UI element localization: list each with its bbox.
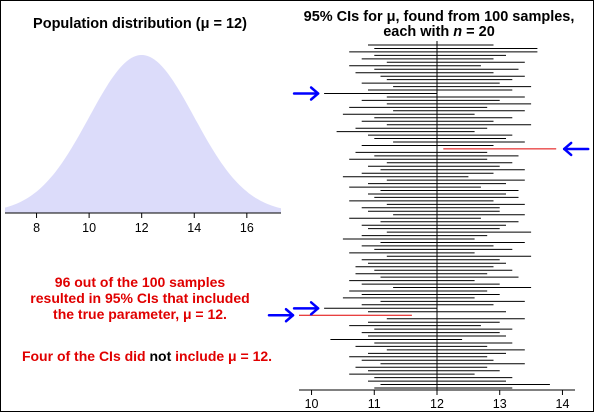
ci-arrows — [267, 86, 590, 323]
ci-x-tick-label: 12 — [430, 397, 444, 411]
population-x-tick-label: 12 — [135, 221, 149, 235]
population-x-tick-label: 8 — [33, 221, 40, 235]
population-x-ticks: 8 10 12 14 16 — [33, 213, 254, 235]
ci-title-suffix: = 20 — [462, 24, 495, 40]
population-x-tick-label: 14 — [187, 221, 201, 235]
blue-arrow-icon — [292, 301, 320, 316]
annotation-line4-a: Four of the CIs did — [22, 348, 150, 364]
ci-x-tick-label: 13 — [493, 397, 507, 411]
annotation: 96 out of the 100 samples resulted in 95… — [22, 274, 272, 364]
population-x-tick-label: 10 — [82, 221, 96, 235]
ci-title-prefix: each with — [383, 24, 453, 40]
ci-x-tick-label: 14 — [556, 397, 570, 411]
population-distribution-chart: Population distribution (μ = 12) 8 10 12 14… — [5, 16, 281, 235]
annotation-line4-c: include μ = 12. — [171, 348, 272, 364]
population-x-tick-label: 16 — [240, 221, 254, 235]
blue-arrow-icon — [267, 307, 295, 323]
confidence-interval-chart: 95% CIs for μ, found from 100 samples, e… — [267, 9, 590, 411]
blue-arrow-icon — [562, 141, 590, 157]
ci-x-tick-label: 10 — [305, 397, 319, 411]
ci-chart-title-line2: each with n = 20 — [383, 24, 495, 40]
blue-arrow-icon — [292, 86, 320, 101]
ci-x-tick-label: 11 — [368, 397, 381, 411]
ci-chart-title-line1: 95% CIs for μ, found from 100 samples, — [304, 9, 575, 25]
annotation-line4-not: not — [150, 348, 172, 364]
ci-title-var: n — [453, 24, 462, 40]
ci-x-ticks: 10 11 12 13 14 — [305, 390, 570, 411]
annotation-line2: resulted in 95% CIs that included — [30, 290, 249, 306]
population-density-area — [5, 55, 281, 213]
population-chart-title: Population distribution (μ = 12) — [33, 16, 247, 32]
annotation-line1: 96 out of the 100 samples — [55, 274, 226, 290]
annotation-line4: Four of the CIs did not include μ = 12. — [22, 348, 272, 364]
annotation-line3: the true parameter, μ = 12. — [53, 306, 227, 322]
ci-intervals — [299, 44, 557, 389]
